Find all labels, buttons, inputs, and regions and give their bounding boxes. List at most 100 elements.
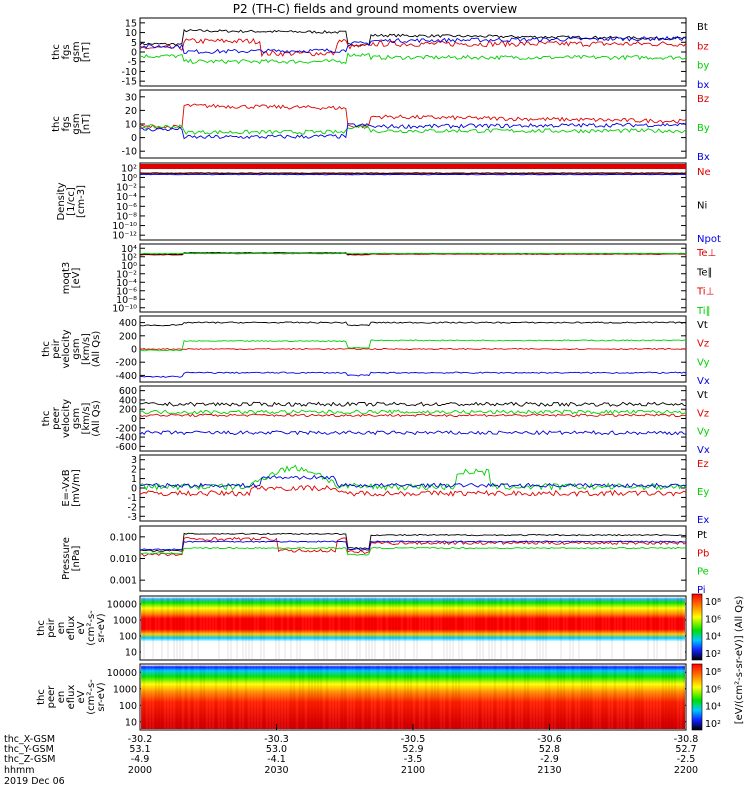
panel-6-lines <box>139 401 687 436</box>
panel-frame <box>139 17 687 87</box>
ylabel-line: [km/s] <box>81 333 92 365</box>
ylabel: thc peer en eflux eV (cm²-s-sr-eV) <box>36 679 107 715</box>
series-Vz <box>139 413 687 418</box>
x-row-label: thc_Y-GSM <box>4 744 54 755</box>
legend-Te∥: Te∥ <box>696 267 713 278</box>
panel-2-lines <box>139 103 687 140</box>
series-Vx <box>139 371 687 378</box>
panel-frame <box>139 89 687 159</box>
panel-3: 10²10⁰10⁻²10⁻⁴10⁻⁶10⁻⁸10⁻¹⁰10⁻¹²Density[… <box>56 162 721 245</box>
ytick-label: -200 <box>115 358 137 369</box>
panel-3-lines <box>139 172 687 176</box>
x-row-label: hhmm <box>4 765 35 776</box>
ytick-label: 10 <box>125 717 137 728</box>
colorbar-tick-label: 10⁸ <box>705 667 721 678</box>
ytick-label: -10 <box>121 147 137 158</box>
panel-frame <box>139 385 687 452</box>
ytick-label: -5 <box>128 57 137 68</box>
legend-Vt: Vt <box>697 390 708 401</box>
ytick-label: 1000 <box>113 616 137 627</box>
legend-Vx: Vx <box>697 445 710 456</box>
panel-frame <box>139 162 687 241</box>
ylabel-line: sr-eV) <box>96 682 107 711</box>
ylabel-line: Density <box>56 182 67 220</box>
ytick-label: -400 <box>115 371 137 382</box>
ytick-label: 20 <box>125 106 137 117</box>
ylabel: Pressure [nPa] <box>61 537 82 580</box>
ylabel-line: en <box>56 691 67 704</box>
panel-4-lines <box>139 252 687 256</box>
ytick-label: 400 <box>119 395 137 406</box>
ylabel-line: E=-VxB <box>61 469 72 506</box>
ylabel-line: peir <box>51 338 62 358</box>
xtick-x-gsm: -30.2 <box>128 734 153 745</box>
ylabel-line: thc <box>51 44 62 60</box>
legend-by: by <box>697 61 709 72</box>
ytick-label: 200 <box>119 405 137 416</box>
ylabel-line: peer <box>51 406 62 430</box>
ytick-label: 0 <box>131 133 137 144</box>
ytick-label: 3 <box>131 455 137 466</box>
ytick-label: 10⁻¹⁰ <box>112 303 137 314</box>
ylabel-line: peer <box>46 685 57 709</box>
legend-Te⊥: Te⊥ <box>696 248 716 259</box>
ytick-label: 10⁻⁸ <box>116 211 137 222</box>
ytick-label: 10000 <box>107 600 137 611</box>
colorbar-tick-label: 10⁸ <box>705 597 721 608</box>
panel-1-lines <box>139 28 687 65</box>
xtick-hhmm: 2030 <box>264 765 288 776</box>
ytick-label: 10 <box>125 120 137 131</box>
ytick-label: -1 <box>128 493 137 504</box>
ytick-label: 0 <box>131 48 137 59</box>
ylabel-line: [1/cc] <box>66 187 77 216</box>
series-Pt <box>140 532 687 552</box>
ytick-label: 10⁻¹⁰ <box>112 221 137 232</box>
colorbar-tick-label: 10⁴ <box>705 632 721 643</box>
ytick-label: -600 <box>115 442 137 453</box>
ylabel-line: velocity <box>61 329 72 368</box>
colorbar-tick-label: 10² <box>705 719 721 730</box>
ytick-label: -10 <box>121 67 137 78</box>
legend-Pi: Pi <box>697 585 706 596</box>
series-Bx <box>139 122 687 140</box>
ylabel-line: fgs <box>61 116 72 131</box>
xtick-y-gsm: 53.1 <box>129 744 150 755</box>
ytick-label: 100 <box>119 632 137 643</box>
ytick-label: 0 <box>131 484 137 495</box>
xtick-hhmm: 2200 <box>674 765 698 776</box>
ylabel-line: gsm <box>71 113 82 134</box>
ytick-label: 1 <box>131 474 137 485</box>
ytick-label: 5 <box>131 38 137 49</box>
ylabel-line: thc <box>41 411 52 427</box>
panel-8-lines <box>139 532 687 557</box>
xtick-z-gsm: -2.5 <box>677 754 696 765</box>
legend-By: By <box>697 123 710 134</box>
ytick-label: 100 <box>119 701 137 712</box>
ylabel: thc peir velocity gsm [km/s] (All Qs) <box>41 329 102 368</box>
ylabel-line: en <box>56 622 67 635</box>
ylabel-line: [eV] <box>71 268 82 289</box>
ylabel-line: thc <box>36 689 47 705</box>
series-bx <box>139 35 687 54</box>
legend-Ni: Ni <box>697 201 707 212</box>
ytick-label: 10⁻⁶ <box>116 286 137 297</box>
colorbar-label: [eV/(cm²-s-sr-eV)] (All Qs) <box>734 596 745 725</box>
ylabel: thc peir en eflux eV (cm²-s-sr-eV) <box>36 610 107 646</box>
colorbar-ion <box>691 593 703 661</box>
xtick-y-gsm: 52.7 <box>675 744 696 755</box>
colorbar-tick-label: 10⁶ <box>705 684 721 695</box>
density-red-band <box>140 164 686 169</box>
ylabel-line: [nT] <box>81 114 92 134</box>
ylabel-line: [nPa] <box>71 545 82 571</box>
xtick-x-gsm: -30.3 <box>264 734 289 745</box>
ytick-label: 10⁻⁴ <box>116 278 137 289</box>
ylabel-line: eflux <box>66 685 77 710</box>
ytick-label: 10² <box>121 163 137 174</box>
legend-Npot: Npot <box>697 234 721 245</box>
page-title: P2 (TH-C) fields and ground moments over… <box>232 2 518 16</box>
ytick-label: -200 <box>115 423 137 434</box>
colorbar-label-text: [eV/(cm²-s-sr-eV)] (All Qs) <box>734 596 745 725</box>
